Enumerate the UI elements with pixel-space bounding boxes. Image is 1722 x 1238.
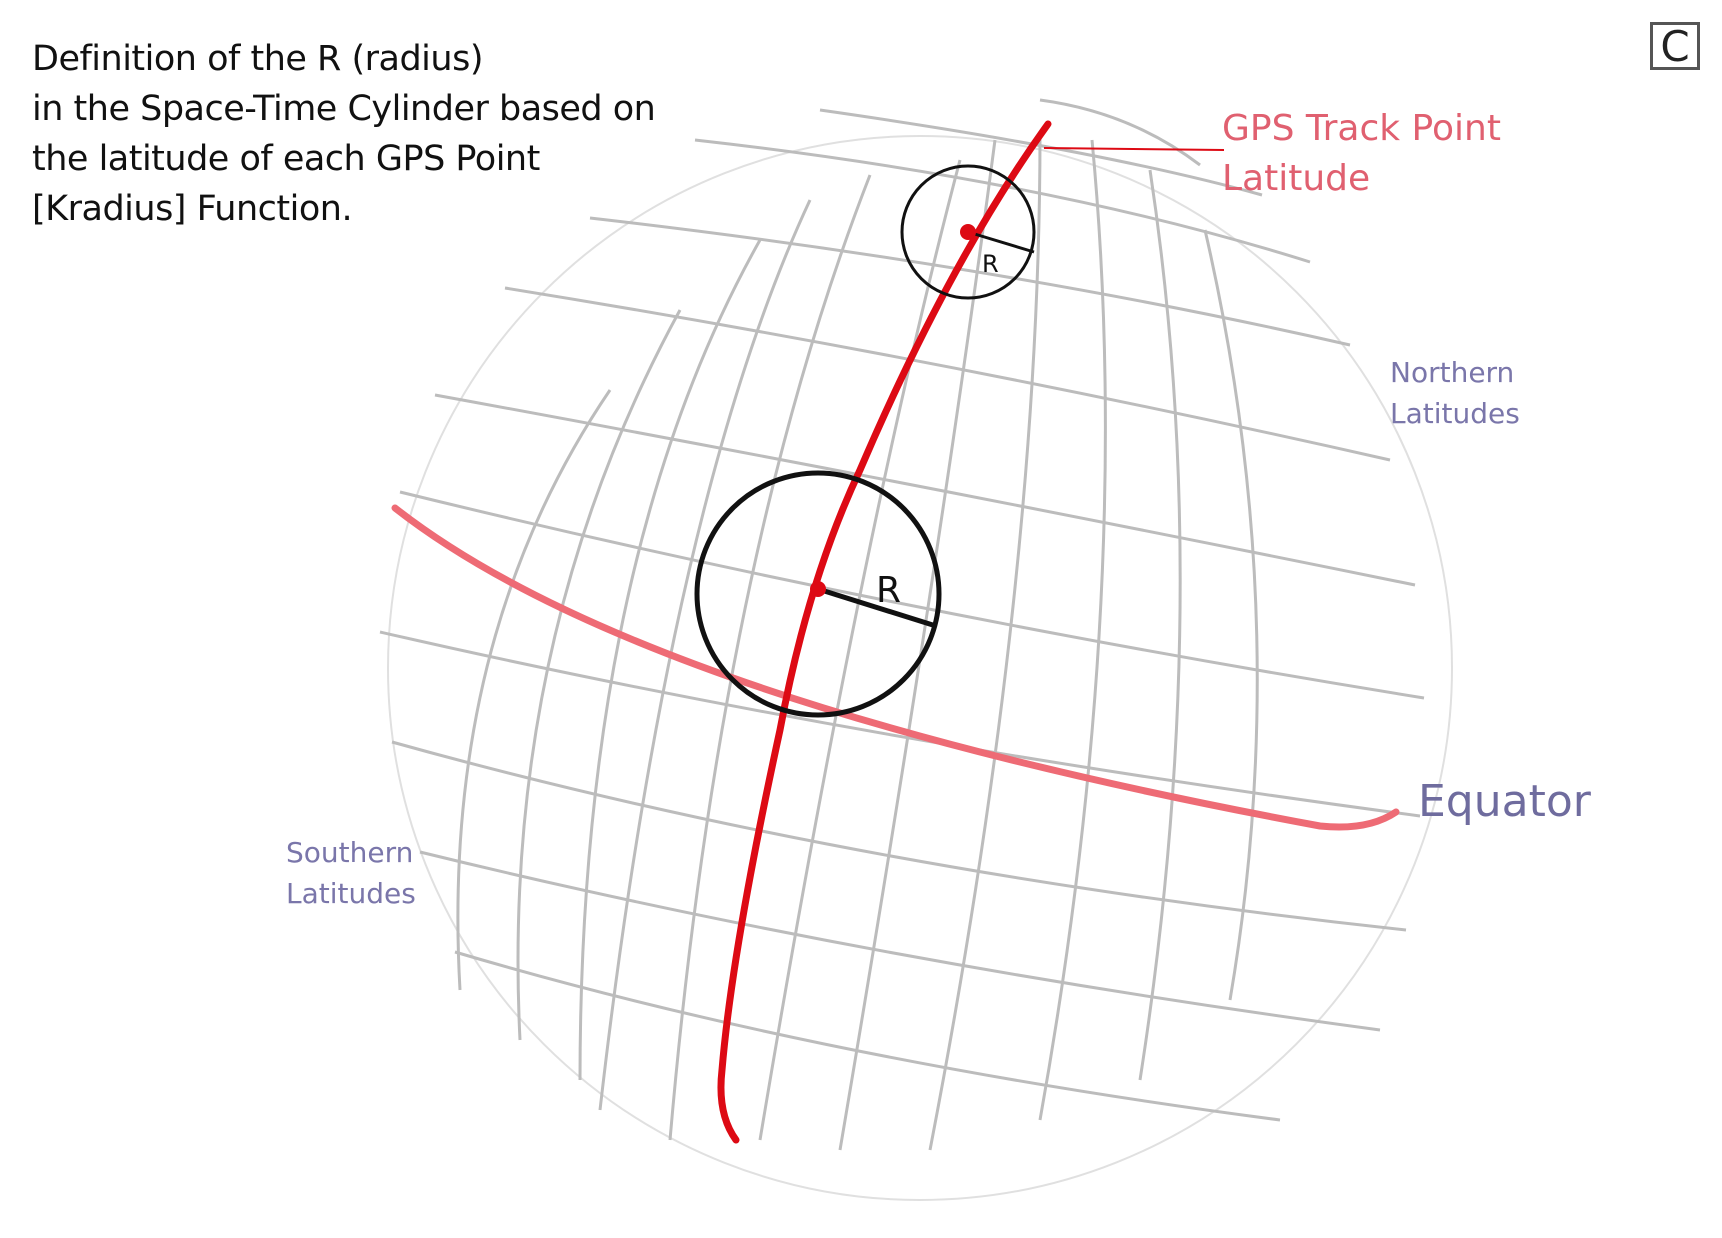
equator-line [391, 504, 1400, 831]
southern-label-line: Southern [286, 836, 414, 869]
title-line: Definition of the R (radius) [32, 39, 483, 79]
small-radius-circle [900, 164, 1036, 300]
title-line: the latitude of each GPS Point [32, 139, 540, 179]
equator-label: Equator [1418, 776, 1591, 827]
figure-title: Definition of the R (radius) in the Spac… [32, 34, 656, 234]
longitude-grid [456, 134, 1259, 1151]
large-radius-line [817, 586, 937, 629]
gps-track-label-line: Latitude [1222, 158, 1371, 199]
northern-label-line: Northern [1390, 356, 1515, 389]
large-radius-circle [694, 470, 942, 718]
large-gps-point [810, 581, 826, 597]
globe-outline [387, 135, 1453, 1201]
gps-label-leader-line [1043, 147, 1225, 151]
small-gps-point [960, 224, 976, 240]
latitude-grid [379, 98, 1425, 1122]
gps-track-label: GPS Track Point Latitude [1222, 104, 1501, 204]
small-radius-line [967, 230, 1035, 254]
title-line: [Kradius] Function. [32, 189, 353, 229]
northern-latitudes-label: Northern Latitudes [1390, 352, 1520, 434]
small-radius-label: R [982, 250, 999, 278]
gps-track-line [717, 120, 1052, 1144]
southern-latitudes-label: Southern Latitudes [286, 832, 416, 914]
gps-track-label-line: GPS Track Point [1222, 108, 1501, 149]
large-radius-label: R [876, 570, 901, 611]
northern-label-line: Latitudes [1390, 397, 1520, 430]
southern-label-line: Latitudes [286, 877, 416, 910]
panel-badge: C [1650, 22, 1700, 70]
title-line: in the Space-Time Cylinder based on [32, 89, 656, 129]
